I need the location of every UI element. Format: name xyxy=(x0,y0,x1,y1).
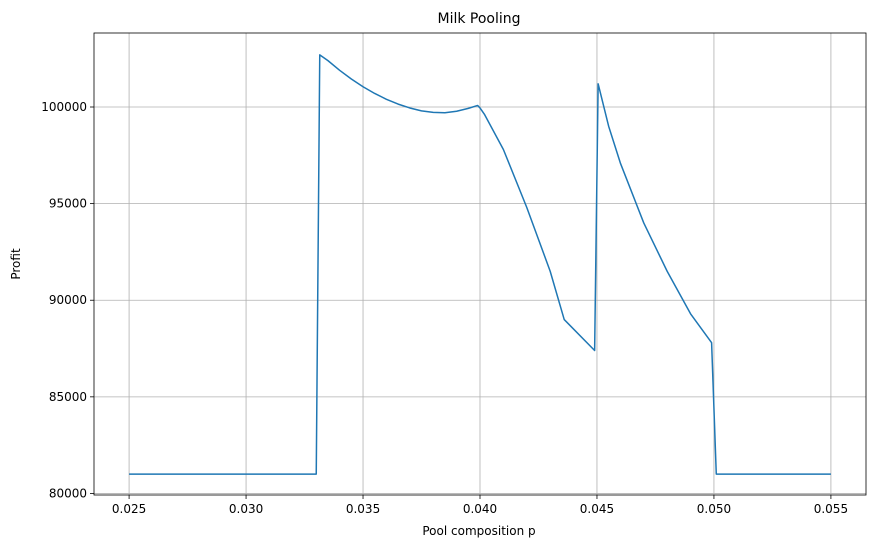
x-tick-label: 0.055 xyxy=(814,502,848,516)
y-tick-label: 80000 xyxy=(49,486,87,500)
y-tick-label: 90000 xyxy=(49,293,87,307)
y-tick-label: 95000 xyxy=(49,197,87,211)
x-tick-label: 0.050 xyxy=(697,502,731,516)
y-tick-label: 85000 xyxy=(49,390,87,404)
x-tick-label: 0.025 xyxy=(112,502,146,516)
x-tick-label: 0.045 xyxy=(580,502,614,516)
chart-title: Milk Pooling xyxy=(437,11,520,27)
x-tick-label: 0.035 xyxy=(346,502,380,516)
y-axis-label: Profit xyxy=(9,248,23,280)
y-tick-label: 100000 xyxy=(41,100,87,114)
series-line xyxy=(129,54,831,475)
x-tick-label: 0.030 xyxy=(229,502,263,516)
x-tick-label: 0.040 xyxy=(463,502,497,516)
y-axis-ticks: 80000 85000 90000 95000 100000 xyxy=(41,100,94,500)
x-axis-ticks: 0.025 0.030 0.035 0.040 0.045 0.050 0.055 xyxy=(112,495,848,516)
x-axis-label: Pool composition p xyxy=(422,524,535,538)
grid-lines xyxy=(94,33,866,495)
